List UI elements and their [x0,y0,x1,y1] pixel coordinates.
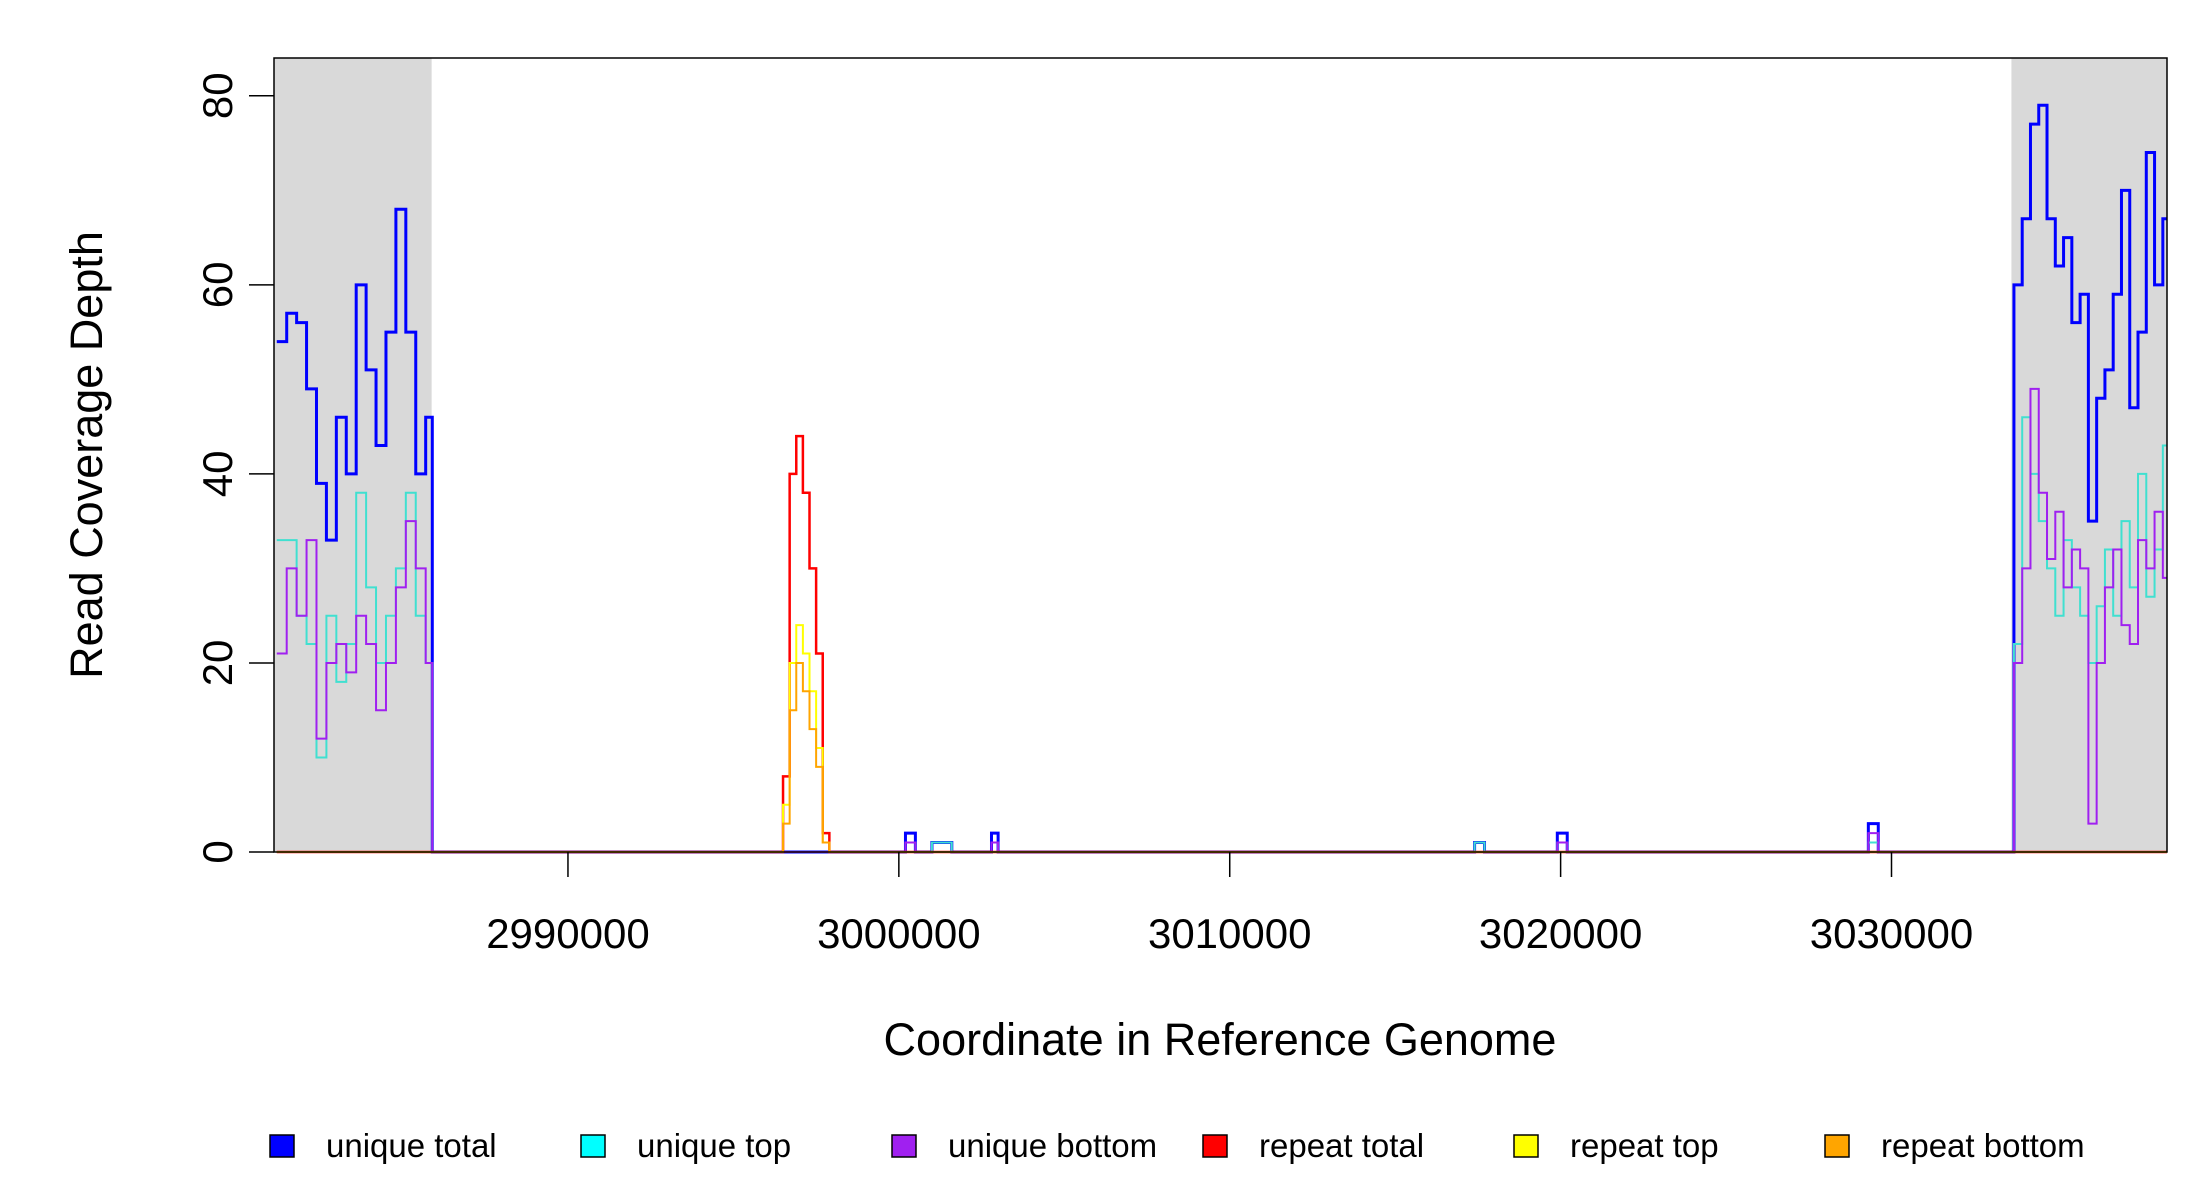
legend-swatch [269,1134,295,1158]
x-tick-label: 2990000 [486,910,650,957]
legend-swatch [1202,1134,1228,1158]
y-tick-label: 20 [194,640,241,687]
legend-swatch [580,1134,606,1158]
series-line [276,434,2167,854]
legend-swatch [1824,1134,1850,1158]
x-axis-label: Coordinate in Reference Genome [884,1014,1557,1065]
legend-label: unique bottom [948,1127,1157,1164]
legend-label: repeat bottom [1881,1127,2085,1164]
x-tick-label: 3020000 [1479,910,1643,957]
series-line [276,416,2167,853]
y-axis-label: Read Coverage Depth [61,231,112,679]
plot-border [273,57,2168,853]
y-tick-label: 80 [194,72,241,119]
x-tick-label: 3010000 [1148,910,1312,957]
y-tick-label: 0 [194,840,241,863]
shaded-region [274,58,432,852]
x-tick-label: 3000000 [817,910,981,957]
legend-label: repeat top [1570,1127,1719,1164]
y-tick-label: 40 [194,451,241,498]
x-tick-label: 3030000 [1810,910,1974,957]
legend-label: unique total [326,1127,497,1164]
series-line [276,103,2167,854]
legend-label: unique top [637,1127,791,1164]
series-line [276,661,2167,853]
series-line [276,624,2167,853]
legend-label: repeat total [1259,1127,1424,1164]
y-tick-label: 60 [194,261,241,308]
legend-swatch [1513,1134,1539,1158]
legend-swatch [891,1134,917,1158]
series-line [276,387,2167,853]
